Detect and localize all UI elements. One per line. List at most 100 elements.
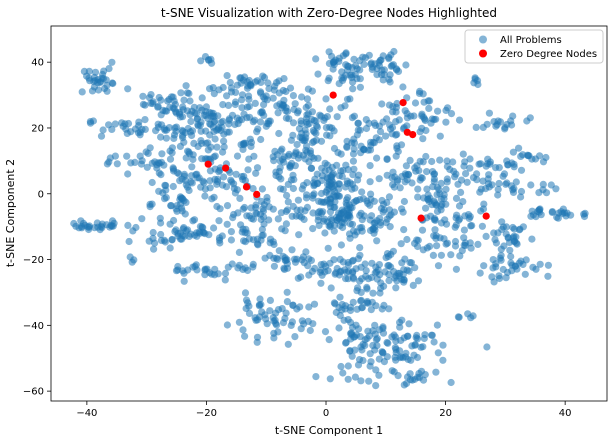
scatter-point — [202, 111, 210, 119]
scatter-point — [396, 269, 404, 277]
scatter-point — [210, 193, 218, 201]
scatter-point — [282, 87, 290, 96]
scatter-point — [99, 126, 107, 134]
scatter-point — [303, 95, 311, 103]
scatter-point — [310, 137, 318, 145]
scatter-point — [283, 264, 292, 272]
scatter-point — [280, 153, 288, 161]
scatter-point — [221, 276, 229, 284]
scatter-point — [342, 275, 350, 283]
scatter-point — [146, 203, 154, 211]
scatter-point — [170, 105, 178, 113]
scatter-point — [187, 117, 195, 126]
scatter-point — [80, 67, 88, 75]
scatter-point — [283, 107, 292, 116]
scatter-point — [223, 202, 232, 210]
scatter-point — [480, 262, 488, 270]
zero-degree-point — [399, 99, 407, 107]
scatter-point — [395, 116, 403, 124]
scatter-point — [124, 221, 132, 229]
scatter-point — [279, 185, 287, 193]
highlight-layer — [204, 91, 490, 222]
scatter-point — [325, 336, 333, 344]
scatter-point — [392, 131, 400, 139]
x-tick-label: −20 — [196, 408, 217, 419]
scatter-point — [138, 215, 146, 223]
scatter-point — [176, 113, 184, 121]
scatter-point — [310, 154, 318, 162]
scatter-point — [330, 58, 338, 66]
scatter-point — [193, 232, 201, 240]
scatter-point — [509, 148, 517, 156]
scatter-point — [106, 154, 114, 162]
scatter-point — [477, 207, 485, 215]
scatter-point — [279, 252, 287, 260]
scatter-point — [259, 207, 268, 215]
scatter-point — [312, 129, 320, 137]
scatter-point — [418, 112, 426, 120]
scatter-point — [455, 116, 464, 124]
scatter-point — [136, 152, 144, 160]
scatter-point — [184, 183, 192, 191]
scatter-point — [394, 176, 402, 184]
scatter-point — [78, 224, 86, 232]
scatter-point — [161, 181, 169, 189]
scatter-point — [201, 185, 209, 193]
scatter-point — [358, 223, 366, 232]
scatter-point — [385, 305, 393, 313]
scatter-point — [283, 288, 291, 296]
scatter-point — [295, 212, 304, 220]
scatter-point — [394, 372, 402, 380]
scatter-point — [402, 379, 411, 388]
scatter-point — [355, 171, 363, 179]
scatter-point — [360, 145, 368, 154]
scatter-point — [392, 65, 401, 73]
legend-label-zero-degree: Zero Degree Nodes — [500, 49, 597, 60]
scatter-point — [544, 261, 553, 269]
scatter-point — [326, 221, 334, 229]
scatter-point — [326, 375, 334, 383]
scatter-point — [329, 185, 337, 193]
scatter-point — [313, 170, 321, 178]
scatter-point — [166, 220, 174, 228]
scatter-point — [388, 333, 396, 341]
y-axis: −60 −40 −20 0 20 40 — [23, 58, 51, 398]
scatter-point — [346, 303, 355, 311]
scatter-point — [155, 169, 163, 177]
scatter-point — [220, 173, 228, 181]
scatter-point — [103, 160, 111, 168]
scatter-point — [361, 336, 369, 344]
scatter-point — [471, 75, 479, 83]
scatter-point — [509, 234, 517, 242]
scatter-point — [215, 217, 223, 225]
scatter-point — [158, 150, 166, 158]
scatter-point — [302, 118, 310, 126]
scatter-point — [98, 74, 106, 82]
scatter-point — [160, 236, 169, 244]
scatter-point — [180, 96, 188, 104]
scatter-point — [425, 104, 433, 112]
scatter-point — [567, 211, 575, 219]
y-tick-label: −20 — [23, 255, 44, 266]
scatter-point — [315, 197, 323, 205]
scatter-point — [512, 178, 520, 186]
scatter-point — [378, 348, 386, 356]
scatter-point — [201, 271, 209, 279]
scatter-point — [323, 131, 331, 139]
scatter-point — [247, 138, 256, 147]
scatter-point — [350, 165, 358, 173]
scatter-point — [219, 83, 227, 92]
scatter-point — [103, 87, 111, 95]
scatter-point — [494, 185, 502, 193]
scatter-point — [339, 258, 347, 266]
scatter-point — [419, 343, 427, 351]
scatter-point — [392, 284, 400, 292]
scatter-point — [241, 73, 249, 81]
scatter-point — [197, 57, 205, 65]
zero-degree-point — [204, 160, 212, 168]
legend-box — [464, 29, 604, 64]
scatter-point — [519, 223, 528, 231]
scatter-point — [157, 219, 165, 227]
scatter-point — [209, 123, 217, 131]
scatter-point — [357, 296, 365, 304]
